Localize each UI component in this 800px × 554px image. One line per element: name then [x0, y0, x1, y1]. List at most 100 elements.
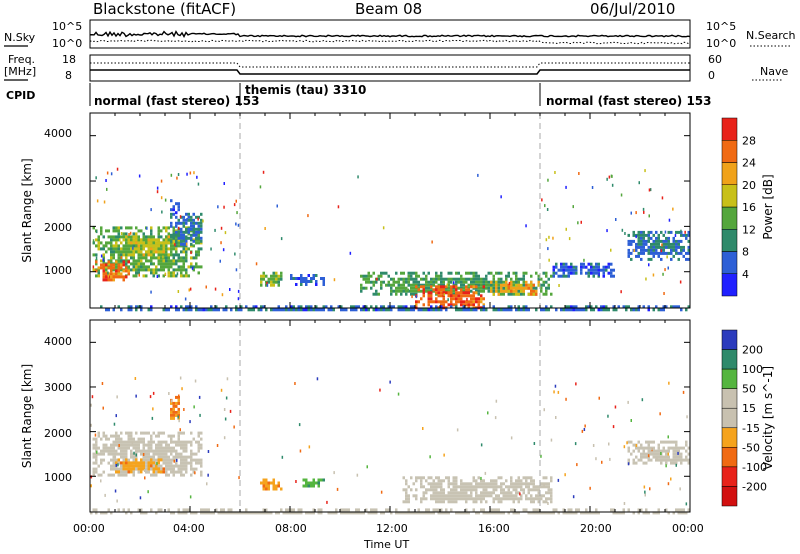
heatmap-cell — [107, 461, 110, 465]
heatmap-cell — [612, 268, 615, 272]
heatmap-cell — [547, 497, 550, 501]
heatmap-cell — [482, 308, 485, 312]
heatmap-cell — [427, 283, 430, 287]
heatmap-cell — [177, 470, 180, 474]
heatmap-cell — [152, 391, 155, 395]
heatmap-cell — [145, 265, 148, 269]
heatmap-cell — [177, 401, 180, 405]
heatmap-cell — [197, 265, 200, 269]
heatmap-cell — [312, 481, 315, 485]
heatmap-cell — [442, 488, 445, 492]
heatmap-cell — [152, 244, 155, 248]
heatmap-cell — [650, 248, 653, 252]
heatmap-cell — [597, 262, 600, 266]
heatmap-cell — [637, 308, 640, 312]
power-colorbar-segment — [721, 229, 738, 252]
heatmap-cell — [440, 488, 443, 492]
heatmap-cell — [405, 292, 408, 296]
heatmap-cell — [215, 308, 218, 312]
heatmap-cell — [180, 511, 183, 515]
heatmap-cell — [440, 285, 443, 289]
heatmap-cell — [632, 449, 635, 453]
heatmap-cell — [132, 455, 135, 459]
heatmap-cell — [175, 461, 178, 465]
heatmap-cell — [147, 250, 150, 254]
heatmap-cell — [395, 280, 398, 284]
heatmap-cell — [440, 479, 443, 483]
heatmap-cell — [500, 286, 503, 290]
heatmap-cell — [245, 508, 248, 512]
heatmap-cell — [637, 233, 640, 237]
heatmap-cell — [167, 259, 170, 263]
heatmap-cell — [662, 248, 665, 252]
heatmap-cell — [642, 455, 645, 459]
heatmap-cell — [570, 265, 573, 269]
heatmap-cell — [550, 494, 553, 498]
heatmap-cell — [437, 508, 440, 512]
heatmap-cell — [482, 283, 485, 287]
heatmap-cell — [500, 308, 503, 312]
heatmap-cell — [427, 511, 430, 515]
heatmap-cell — [197, 431, 200, 435]
heatmap-cell — [92, 265, 95, 269]
heatmap-cell — [405, 491, 408, 495]
heatmap-cell — [477, 511, 480, 515]
heatmap-cell — [120, 259, 123, 263]
heatmap-cell — [665, 245, 668, 249]
heatmap-cell — [167, 256, 170, 260]
heatmap-cell — [515, 286, 518, 290]
heatmap-cell — [185, 247, 188, 251]
heatmap-cell — [643, 210, 645, 214]
heatmap-cell — [460, 308, 463, 312]
heatmap-cell — [655, 455, 658, 459]
heatmap-cell — [648, 188, 651, 192]
heatmap-cell — [177, 238, 180, 242]
heatmap-cell — [260, 305, 263, 309]
heatmap-cell — [402, 511, 405, 515]
heatmap-cell — [415, 476, 418, 480]
heatmap-cell — [627, 239, 630, 243]
heatmap-cell — [437, 479, 440, 483]
heatmap-cell — [175, 239, 178, 243]
heatmap-cell — [430, 289, 433, 293]
heatmap-cell — [120, 235, 123, 239]
heatmap-cell — [177, 410, 180, 414]
heatmap-cell — [135, 226, 138, 230]
heatmap-cell — [505, 491, 508, 495]
heatmap-cell — [537, 488, 540, 492]
heatmap-cell — [185, 242, 188, 246]
heatmap-cell — [170, 470, 173, 474]
heatmap-cell — [640, 446, 643, 450]
heatmap-cell — [270, 511, 273, 515]
heatmap-cell — [661, 196, 664, 200]
heatmap-cell — [157, 229, 160, 233]
heatmap-cell — [647, 257, 650, 261]
heatmap-cell — [90, 511, 93, 515]
heatmap-cell — [127, 431, 130, 435]
heatmap-cell — [465, 500, 468, 504]
velocity-colorbar-segment — [721, 466, 738, 487]
heatmap-cell — [112, 275, 115, 279]
heatmap-cell — [462, 485, 465, 489]
heatmap-cell — [462, 286, 465, 290]
heatmap-cell — [472, 308, 475, 312]
heatmap-cell — [150, 437, 153, 441]
heatmap-cell — [189, 287, 192, 291]
heatmap-cell — [567, 308, 570, 312]
heatmap-cell — [530, 280, 533, 284]
heatmap-cell — [490, 479, 493, 483]
heatmap-cell — [120, 443, 123, 447]
heatmap-cell — [572, 308, 575, 312]
heatmap-cell — [107, 452, 110, 456]
heatmap-cell — [362, 286, 365, 290]
heatmap-cell — [457, 491, 460, 495]
xtick-1: 04:00 — [173, 522, 205, 535]
heatmap-cell — [221, 293, 224, 297]
heatmap-cell — [142, 467, 145, 471]
heatmap-cell — [147, 458, 150, 462]
heatmap-cell — [665, 464, 667, 468]
heatmap-cell — [677, 230, 680, 234]
vel-ytick-4000: 4000 — [44, 335, 72, 348]
heatmap-cell — [508, 281, 511, 285]
heatmap-cell — [265, 308, 268, 312]
